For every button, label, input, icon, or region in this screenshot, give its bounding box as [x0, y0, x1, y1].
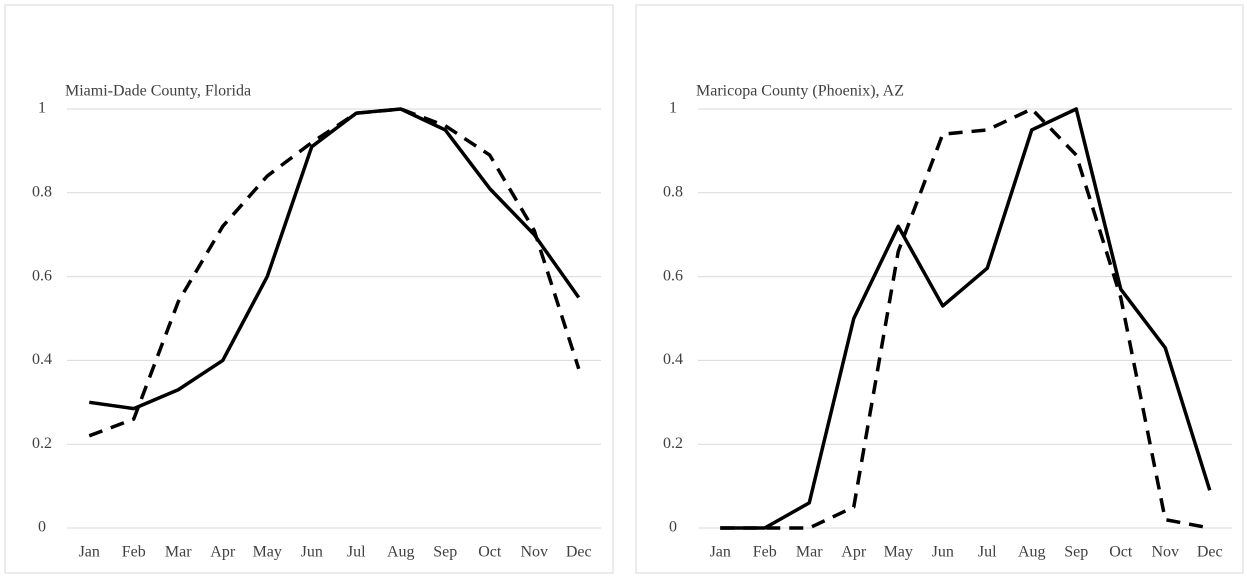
x-tick-label: May: [884, 544, 913, 561]
x-tick-label: Jun: [301, 544, 323, 561]
x-tick-label: Jun: [932, 544, 954, 561]
x-tick-label: May: [253, 544, 282, 561]
x-tick-label: Nov: [520, 544, 548, 561]
y-tick-label: 0.8: [32, 183, 52, 200]
x-tick-label: Mar: [165, 544, 192, 561]
x-tick-label: Jan: [710, 544, 731, 561]
x-tick-label: Jul: [978, 544, 997, 561]
x-tick-label: Sep: [433, 544, 457, 561]
x-tick-label: Jan: [79, 544, 100, 561]
y-tick-label: 0.4: [32, 351, 52, 368]
x-tick-label: Aug: [1018, 544, 1046, 561]
x-tick-label: Feb: [753, 544, 777, 561]
x-tick-label: Aug: [387, 544, 415, 561]
series-line: [88, 107, 581, 438]
chart-title: Maricopa County (Phoenix), AZ: [696, 83, 904, 100]
chart-title: Miami-Dade County, Florida: [65, 83, 251, 100]
panel-border: [4, 4, 614, 574]
x-tick-label: Nov: [1151, 544, 1179, 561]
x-tick-label: Sep: [1064, 544, 1088, 561]
x-tick-label: Apr: [841, 544, 867, 561]
series-line: [720, 107, 1211, 530]
y-tick-label: 0.2: [32, 435, 52, 452]
y-tick-label: 0.2: [663, 435, 683, 452]
y-tick-label: 0.6: [32, 267, 52, 284]
y-tick-label: 0.4: [663, 351, 683, 368]
series-line: [89, 107, 581, 411]
x-tick-label: Dec: [1197, 544, 1223, 561]
x-tick-label: Mar: [796, 544, 823, 561]
y-tick-label: 0: [669, 519, 677, 536]
panel-border: [635, 4, 1244, 574]
x-tick-label: Oct: [478, 544, 502, 561]
x-tick-label: Dec: [566, 544, 592, 561]
x-tick-label: Feb: [122, 544, 146, 561]
y-tick-label: 1: [38, 100, 46, 117]
y-tick-label: 0.8: [663, 183, 683, 200]
series-line: [720, 107, 1212, 530]
y-tick-label: 1: [669, 100, 677, 117]
y-tick-label: 0.6: [663, 267, 683, 284]
x-tick-label: Oct: [1109, 544, 1133, 561]
x-tick-label: Apr: [210, 544, 236, 561]
x-tick-label: Jul: [347, 544, 366, 561]
y-tick-label: 0: [38, 519, 46, 536]
